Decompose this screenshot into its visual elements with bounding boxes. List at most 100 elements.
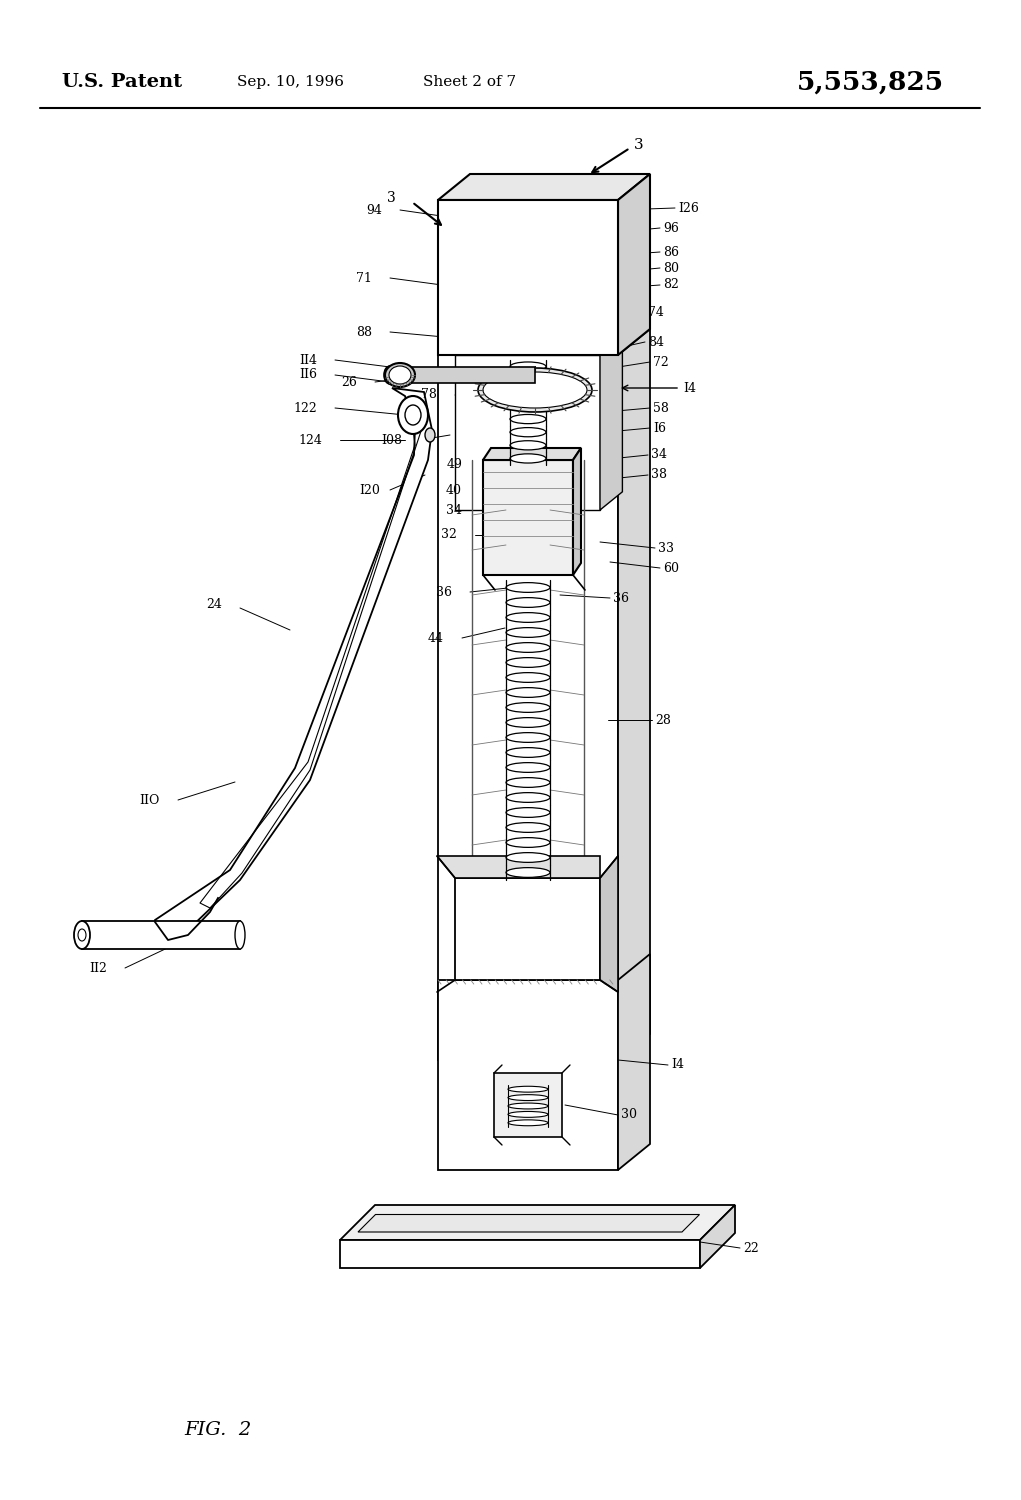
Ellipse shape (506, 747, 550, 758)
Text: 36: 36 (436, 585, 452, 598)
Text: 30: 30 (621, 1108, 637, 1122)
Ellipse shape (74, 921, 90, 950)
Polygon shape (438, 174, 650, 200)
Text: II6: II6 (299, 369, 317, 381)
Text: I26: I26 (678, 201, 699, 214)
Text: 58: 58 (653, 402, 669, 414)
Ellipse shape (506, 792, 550, 802)
Text: 96: 96 (663, 222, 679, 234)
Polygon shape (438, 356, 618, 1060)
Ellipse shape (398, 396, 428, 433)
Ellipse shape (78, 928, 86, 940)
Ellipse shape (506, 672, 550, 682)
Ellipse shape (506, 702, 550, 712)
Polygon shape (340, 1204, 735, 1240)
Text: I08: I08 (381, 433, 402, 447)
Ellipse shape (506, 732, 550, 742)
Polygon shape (483, 448, 581, 460)
Ellipse shape (506, 687, 550, 698)
Ellipse shape (506, 837, 550, 848)
Text: 124: 124 (298, 433, 322, 447)
Text: 28: 28 (655, 714, 671, 726)
Text: U.S. Patent: U.S. Patent (62, 74, 182, 92)
Text: I6: I6 (653, 422, 666, 435)
Ellipse shape (506, 642, 550, 652)
Ellipse shape (510, 362, 546, 370)
Text: 71: 71 (356, 272, 372, 285)
Ellipse shape (506, 717, 550, 728)
Polygon shape (600, 338, 623, 510)
Ellipse shape (510, 414, 546, 423)
Ellipse shape (508, 1120, 548, 1125)
Ellipse shape (506, 597, 550, 608)
Text: II2: II2 (89, 962, 107, 975)
Text: FIG.  2: FIG. 2 (185, 1420, 251, 1438)
Polygon shape (700, 1204, 735, 1268)
Polygon shape (600, 856, 618, 992)
Ellipse shape (384, 366, 396, 384)
Text: 36: 36 (613, 591, 629, 604)
Ellipse shape (506, 612, 550, 622)
Ellipse shape (483, 372, 587, 408)
Text: 84: 84 (648, 336, 664, 348)
Text: 40: 40 (446, 483, 461, 496)
Text: 80: 80 (663, 261, 679, 274)
Ellipse shape (506, 867, 550, 877)
Text: 88: 88 (356, 326, 372, 339)
Ellipse shape (385, 363, 415, 387)
Text: II4: II4 (299, 354, 317, 366)
Text: 44: 44 (428, 632, 444, 645)
Ellipse shape (506, 657, 550, 668)
Polygon shape (455, 878, 600, 980)
Polygon shape (438, 980, 618, 1170)
Text: 34: 34 (446, 504, 461, 516)
Polygon shape (618, 328, 650, 1060)
Polygon shape (455, 356, 600, 510)
Ellipse shape (506, 852, 550, 862)
Text: 33: 33 (658, 542, 674, 555)
Polygon shape (483, 460, 573, 574)
Polygon shape (618, 174, 650, 356)
Ellipse shape (425, 427, 435, 442)
Ellipse shape (506, 777, 550, 788)
Ellipse shape (508, 1086, 548, 1092)
Ellipse shape (508, 1112, 548, 1118)
Text: 32: 32 (441, 528, 457, 542)
Ellipse shape (506, 822, 550, 833)
Ellipse shape (506, 582, 550, 592)
Text: IIO: IIO (140, 794, 160, 807)
Text: Sheet 2 of 7: Sheet 2 of 7 (424, 75, 517, 88)
Ellipse shape (389, 366, 411, 384)
Text: I4: I4 (671, 1059, 684, 1071)
Text: Sep. 10, 1996: Sep. 10, 1996 (237, 75, 343, 88)
Text: 86: 86 (663, 246, 679, 258)
Ellipse shape (510, 454, 546, 464)
Text: 3: 3 (387, 190, 396, 206)
Ellipse shape (478, 368, 592, 413)
Text: I4: I4 (683, 381, 696, 394)
Ellipse shape (506, 627, 550, 638)
Polygon shape (573, 448, 581, 574)
Text: 74: 74 (648, 306, 664, 318)
Text: 60: 60 (663, 561, 679, 574)
Text: 5,553,825: 5,553,825 (796, 69, 943, 94)
Ellipse shape (510, 388, 546, 398)
Text: 94: 94 (367, 204, 382, 216)
Text: 3: 3 (634, 138, 643, 152)
Ellipse shape (506, 762, 550, 772)
Polygon shape (155, 388, 432, 940)
Ellipse shape (508, 1102, 548, 1108)
Text: 49: 49 (446, 458, 461, 471)
Text: 72: 72 (653, 356, 669, 369)
Ellipse shape (510, 402, 546, 411)
Text: 38: 38 (651, 468, 667, 482)
Ellipse shape (506, 807, 550, 818)
Text: 82: 82 (663, 279, 679, 291)
Polygon shape (340, 1240, 700, 1268)
Polygon shape (494, 1072, 562, 1137)
Text: 26: 26 (341, 375, 357, 388)
Polygon shape (618, 954, 650, 1170)
Ellipse shape (510, 375, 546, 384)
Ellipse shape (235, 921, 245, 950)
Text: 34: 34 (651, 448, 667, 462)
